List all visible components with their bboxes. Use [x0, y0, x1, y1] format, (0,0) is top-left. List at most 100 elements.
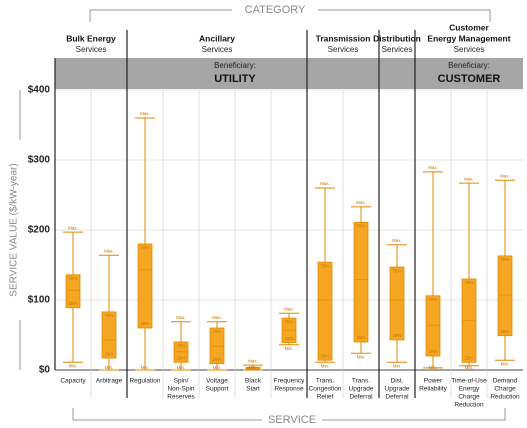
box-label-q3: 75%: [104, 313, 113, 318]
x-tick-label: Demand: [493, 378, 518, 385]
y-tick-label: $100: [28, 295, 51, 306]
box-label-min: Min.: [141, 365, 150, 370]
box-label-q1: 25%: [104, 351, 113, 356]
box-label-max: Max.: [500, 173, 510, 178]
group-name: Energy Management: [427, 33, 510, 43]
group-sub: Services: [202, 45, 233, 54]
x-tick-label: Reduction: [454, 402, 484, 409]
box: [137, 243, 153, 329]
box-label-q1: 25%: [392, 333, 401, 338]
box-label-max: Max.: [104, 248, 114, 253]
box: [317, 261, 333, 361]
x-tick-label: Reduction: [490, 394, 520, 401]
x-tick-label: Start: [246, 386, 260, 393]
box-label-min: Min.: [429, 365, 438, 370]
box-label-q1: 25%: [284, 336, 293, 341]
box-label-q3: 75%: [500, 257, 509, 262]
box-label-q1: 25%: [464, 355, 473, 360]
box-label-q1: 25%: [428, 349, 437, 354]
box-label-min: Min.: [69, 363, 78, 368]
y-tick-label: $0: [39, 365, 51, 376]
group-sub: Services: [382, 45, 413, 54]
box-label-max: Max.: [68, 225, 78, 230]
x-tick-label: Charge: [494, 386, 516, 393]
group-name: Bulk Energy: [66, 33, 116, 43]
box-label-q3: 75%: [464, 280, 473, 285]
beneficiary-bar: [55, 58, 415, 89]
category-title: CATEGORY: [245, 4, 306, 16]
group-name: Ancillary: [199, 33, 235, 43]
x-tick-label: Charge: [458, 394, 480, 401]
box-label-max: Max.: [284, 306, 294, 311]
box-label-min: Min.: [285, 346, 294, 351]
box-label-q3: 75%: [212, 329, 221, 334]
box-label-max: Max.: [356, 200, 366, 205]
y-tick-label: $200: [28, 225, 51, 236]
box: [497, 255, 513, 337]
group-sub: Services: [76, 45, 107, 54]
category-bracket: [89, 9, 491, 22]
box: [65, 274, 81, 309]
x-tick-label: Deferral: [385, 394, 409, 401]
service-title: SERVICE: [268, 414, 316, 426]
box-label-q1: 25%: [500, 329, 509, 334]
x-tick-label: Arbitrage: [96, 378, 123, 385]
box-label-max: Max.: [320, 181, 330, 186]
x-tick-label: Black: [245, 378, 262, 385]
group-sub: Services: [328, 45, 359, 54]
x-tick-label: Dist.: [391, 378, 404, 385]
box-label-q3: 75%: [68, 276, 77, 281]
x-tick-label: Response: [274, 386, 304, 393]
beneficiary-label: Beneficiary:: [214, 61, 256, 70]
box-label-min: Min.: [501, 361, 510, 366]
box-label-q3: 75%: [428, 297, 437, 302]
y-axis-label: SERVICE VALUE ($/kW-year): [9, 163, 20, 296]
box-label-max: Max.: [212, 315, 222, 320]
box-label-min: Min.: [213, 365, 222, 370]
box-label-max: Max.: [392, 238, 402, 243]
x-tick-label: Power: [424, 378, 443, 385]
beneficiary-label: Beneficiary:: [448, 61, 490, 70]
x-tick-label: Capacity: [60, 378, 86, 385]
x-tick-label: Spin/: [174, 378, 189, 385]
box-label-q1: 25%: [320, 353, 329, 358]
box: [353, 221, 369, 343]
x-tick-label: Trans.: [316, 378, 334, 385]
box-label-q3: 75%: [284, 319, 293, 324]
box-label-min: Min.: [177, 365, 186, 370]
x-tick-label: Time-of-Use: [451, 378, 487, 385]
x-tick-label: Upgrade: [349, 386, 374, 393]
box-label-min: Min.: [393, 363, 402, 368]
box-label-q3: 75%: [140, 245, 149, 250]
box-label-q3: 75%: [392, 268, 401, 273]
x-tick-label: Voltage: [206, 378, 228, 385]
box-label-q1: 25%: [212, 357, 221, 362]
x-tick-label: Energy: [459, 386, 480, 393]
box: [425, 295, 441, 357]
x-tick-label: Regulation: [129, 378, 160, 385]
service-bracket: [72, 408, 506, 421]
group-name: Distribution: [373, 33, 421, 43]
x-tick-label: Deferral: [349, 394, 373, 401]
group-name: Customer: [449, 22, 489, 32]
x-tick-label: Upgrade: [385, 386, 410, 393]
box-label-max: Max.: [464, 176, 474, 181]
box-label-max: Max.: [176, 315, 186, 320]
x-tick-label: Non-Spin: [167, 386, 194, 393]
box-label-q3: 75%: [356, 223, 365, 228]
x-tick-label: Trans.: [352, 378, 370, 385]
x-tick-label: Congestion: [309, 386, 342, 393]
x-tick-label: Relief: [317, 394, 334, 401]
box-label-min: Min.: [321, 363, 330, 368]
box-label-max: Max.: [428, 165, 438, 170]
box-label-q3: 75%: [320, 263, 329, 268]
box-label-q1: 25%: [68, 301, 77, 306]
beneficiary-name: UTILITY: [214, 73, 256, 85]
box: [389, 266, 405, 341]
box-label-min: Min.: [465, 365, 474, 370]
beneficiary-bar: [415, 58, 523, 89]
beneficiary-name: CUSTOMER: [438, 73, 501, 85]
box-label-q3: 75%: [176, 343, 185, 348]
box: [101, 311, 117, 359]
